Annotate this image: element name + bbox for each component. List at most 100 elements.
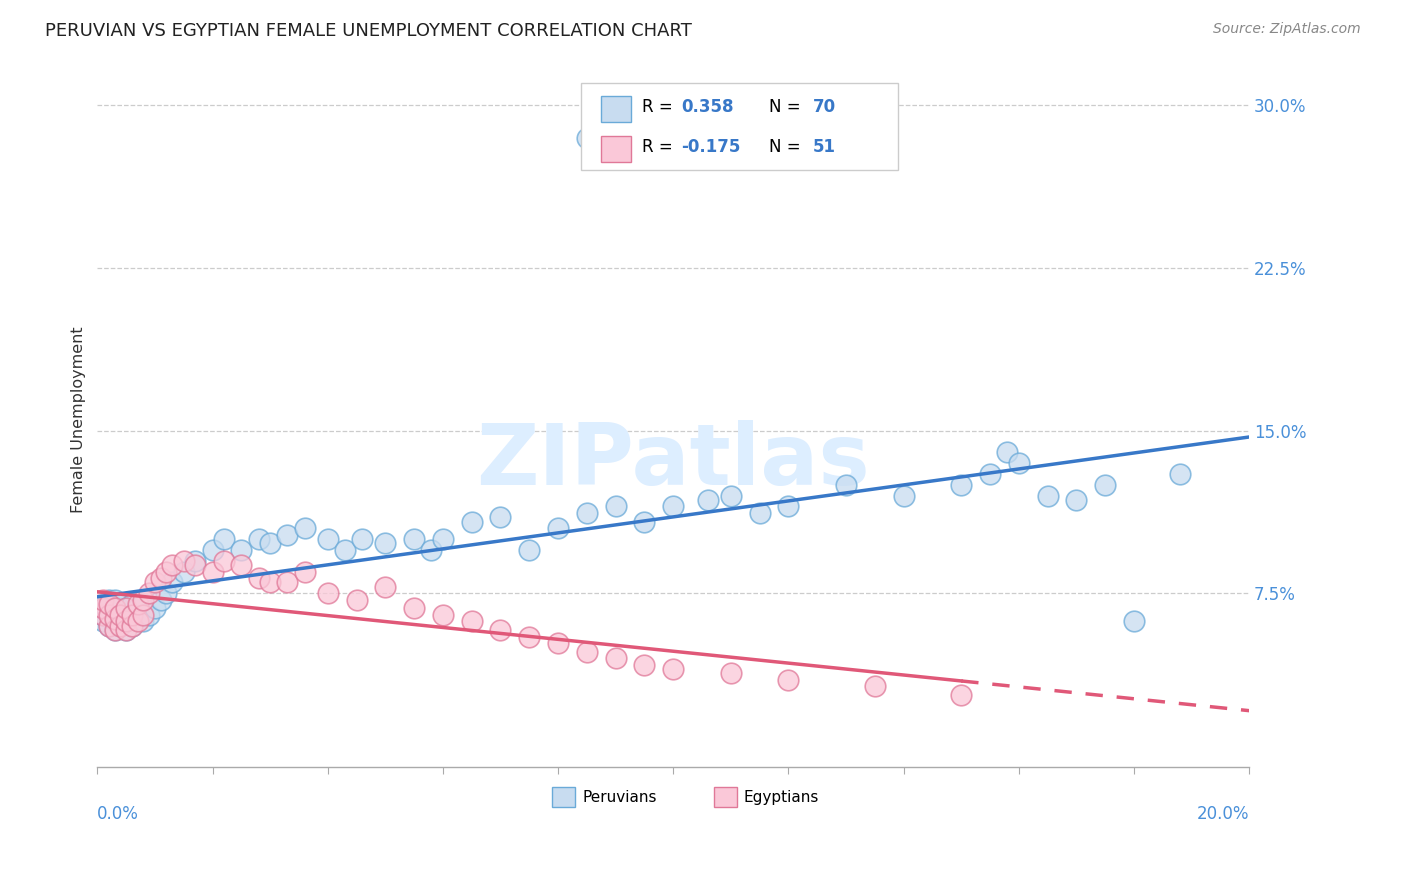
Point [97, 618, 120, 632]
Point [91, 607, 114, 622]
Point [575, 506, 598, 520]
Point [184, 554, 207, 568]
Point [333, 542, 356, 557]
Point [138, 607, 160, 622]
Point [1066, 493, 1088, 508]
Point [605, 500, 627, 514]
Point [748, 506, 770, 520]
Point [374, 536, 396, 550]
Point [662, 500, 685, 514]
Point [460, 515, 482, 529]
Point [1168, 467, 1191, 481]
FancyBboxPatch shape [581, 83, 898, 170]
Point [294, 521, 316, 535]
Point [979, 467, 1001, 481]
Text: 0.0%: 0.0% [97, 805, 139, 823]
Point [352, 532, 374, 546]
Point [97, 601, 120, 615]
Point [91, 607, 114, 622]
Point [115, 601, 138, 615]
Point [104, 603, 127, 617]
Point [432, 607, 454, 622]
Text: 70: 70 [813, 98, 835, 116]
Point [149, 592, 172, 607]
Point [127, 601, 149, 615]
Point [143, 575, 166, 590]
Point [97, 592, 120, 607]
Point [374, 580, 396, 594]
Point [316, 532, 339, 546]
Point [863, 679, 886, 693]
Point [104, 623, 127, 637]
Point [91, 601, 114, 615]
Point [547, 521, 569, 535]
Point [231, 542, 253, 557]
Point [276, 527, 298, 541]
Point [605, 651, 627, 665]
FancyBboxPatch shape [714, 788, 737, 807]
Point [110, 618, 132, 632]
Point [91, 601, 114, 615]
Point [121, 607, 143, 622]
Text: Source: ZipAtlas.com: Source: ZipAtlas.com [1213, 22, 1361, 37]
Point [91, 592, 114, 607]
Point [316, 586, 339, 600]
FancyBboxPatch shape [600, 136, 631, 162]
Point [121, 597, 143, 611]
Text: Peruvians: Peruvians [582, 789, 657, 805]
Text: ZIPatlas: ZIPatlas [477, 420, 870, 503]
Point [201, 542, 224, 557]
Point [662, 662, 685, 676]
Point [778, 673, 800, 687]
Text: 51: 51 [813, 137, 835, 156]
Point [97, 607, 120, 622]
Point [149, 571, 172, 585]
Point [247, 532, 270, 546]
Y-axis label: Female Unemployment: Female Unemployment [72, 326, 86, 513]
Point [138, 586, 160, 600]
Point [1123, 615, 1146, 629]
Point [575, 131, 598, 145]
Point [489, 510, 512, 524]
Point [995, 445, 1018, 459]
Point [104, 612, 127, 626]
Point [432, 532, 454, 546]
Point [547, 636, 569, 650]
Point [104, 592, 127, 607]
Point [127, 597, 149, 611]
Point [173, 554, 195, 568]
Point [127, 612, 149, 626]
Point [247, 571, 270, 585]
Point [201, 565, 224, 579]
Point [276, 575, 298, 590]
Point [160, 558, 183, 572]
Point [127, 615, 149, 629]
Text: N =: N = [769, 137, 806, 156]
Text: R =: R = [643, 98, 678, 116]
Text: 0.358: 0.358 [682, 98, 734, 116]
Point [110, 607, 132, 622]
Point [404, 601, 426, 615]
Point [132, 597, 155, 611]
Text: N =: N = [769, 98, 806, 116]
Point [132, 607, 155, 622]
Point [121, 618, 143, 632]
Point [1036, 489, 1059, 503]
Point [720, 489, 742, 503]
Point [110, 618, 132, 632]
Point [110, 597, 132, 611]
Point [835, 478, 858, 492]
Point [97, 618, 120, 632]
FancyBboxPatch shape [600, 95, 631, 122]
Point [115, 612, 138, 626]
Point [720, 666, 742, 681]
Point [143, 601, 166, 615]
Point [1094, 478, 1116, 492]
Point [91, 615, 114, 629]
Point [212, 532, 235, 546]
Point [104, 623, 127, 637]
Point [633, 515, 655, 529]
Point [893, 489, 915, 503]
Point [517, 542, 540, 557]
Point [778, 500, 800, 514]
